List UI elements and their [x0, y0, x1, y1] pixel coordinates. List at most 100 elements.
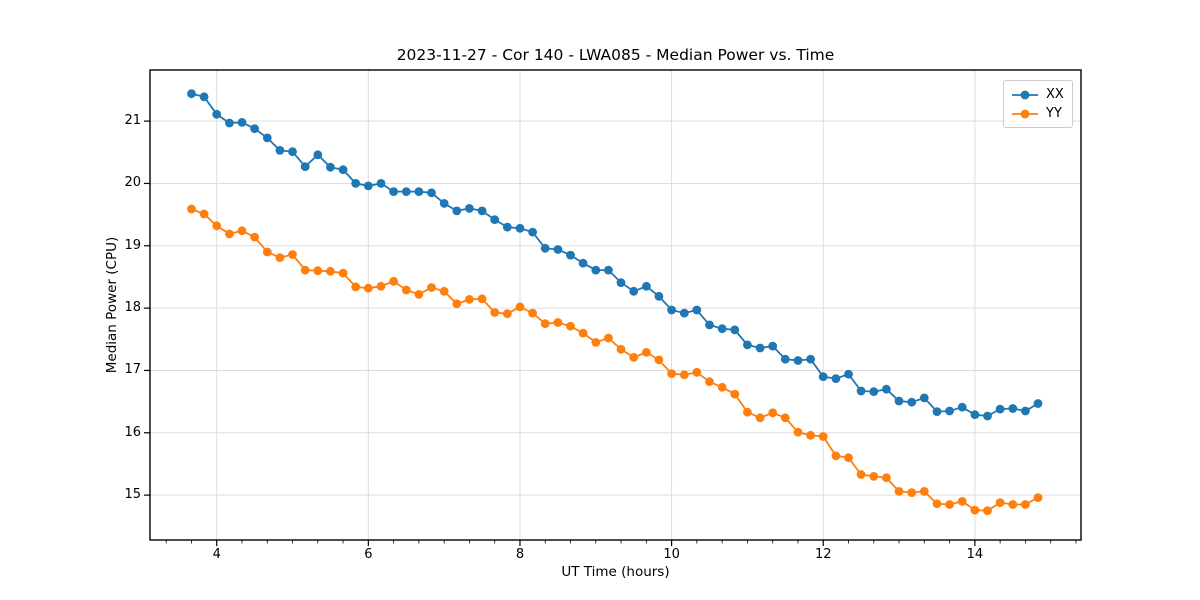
- data-point-xx[interactable]: [351, 179, 361, 188]
- data-point-xx[interactable]: [604, 265, 613, 275]
- data-point-xx[interactable]: [818, 372, 828, 382]
- data-point-yy[interactable]: [755, 413, 765, 423]
- data-point-yy[interactable]: [667, 369, 676, 378]
- data-point-yy[interactable]: [844, 453, 853, 463]
- data-point-xx[interactable]: [1008, 404, 1018, 413]
- data-point-xx[interactable]: [869, 387, 879, 396]
- data-point-xx[interactable]: [919, 393, 929, 403]
- data-point-xx[interactable]: [502, 222, 512, 232]
- data-point-xx[interactable]: [957, 402, 967, 412]
- data-point-yy[interactable]: [199, 209, 209, 219]
- data-point-yy[interactable]: [856, 470, 866, 479]
- data-point-xx[interactable]: [932, 407, 942, 416]
- data-point-xx[interactable]: [743, 340, 752, 350]
- data-point-xx[interactable]: [477, 206, 487, 216]
- data-point-yy[interactable]: [705, 377, 714, 387]
- data-point-xx[interactable]: [1033, 399, 1043, 408]
- data-point-xx[interactable]: [452, 206, 462, 216]
- data-point-xx[interactable]: [654, 291, 664, 301]
- data-point-yy[interactable]: [932, 499, 942, 509]
- data-point-yy[interactable]: [427, 283, 436, 292]
- data-point-yy[interactable]: [250, 232, 259, 242]
- data-point-xx[interactable]: [326, 162, 335, 172]
- data-point-yy[interactable]: [553, 318, 563, 327]
- data-point-yy[interactable]: [502, 309, 512, 319]
- data-point-xx[interactable]: [566, 250, 575, 260]
- data-point-yy[interactable]: [1008, 500, 1018, 509]
- data-point-xx[interactable]: [401, 187, 411, 197]
- data-point-xx[interactable]: [578, 258, 588, 268]
- data-point-xx[interactable]: [187, 89, 196, 99]
- data-point-xx[interactable]: [363, 181, 373, 191]
- data-point-yy[interactable]: [275, 253, 285, 262]
- data-point-xx[interactable]: [465, 204, 474, 213]
- data-point-yy[interactable]: [566, 321, 575, 331]
- data-point-xx[interactable]: [439, 199, 449, 208]
- data-point-yy[interactable]: [995, 498, 1005, 507]
- data-point-yy[interactable]: [212, 221, 222, 231]
- data-point-yy[interactable]: [945, 500, 954, 509]
- data-point-yy[interactable]: [515, 302, 525, 312]
- data-point-xx[interactable]: [300, 162, 310, 172]
- data-point-yy[interactable]: [351, 282, 361, 292]
- data-point-xx[interactable]: [780, 354, 790, 364]
- legend-item-yy[interactable]: YY: [1011, 104, 1064, 123]
- data-point-xx[interactable]: [225, 118, 234, 128]
- data-point-xx[interactable]: [806, 354, 815, 364]
- data-point-xx[interactable]: [338, 165, 348, 175]
- data-point-xx[interactable]: [730, 325, 740, 335]
- data-point-yy[interactable]: [818, 432, 828, 441]
- data-point-yy[interactable]: [313, 266, 323, 276]
- data-point-yy[interactable]: [894, 487, 904, 496]
- data-point-yy[interactable]: [957, 497, 967, 506]
- data-point-xx[interactable]: [894, 396, 904, 406]
- data-point-xx[interactable]: [250, 124, 259, 133]
- data-point-yy[interactable]: [376, 281, 386, 291]
- data-point-xx[interactable]: [995, 404, 1005, 414]
- data-point-xx[interactable]: [642, 281, 651, 291]
- data-point-yy[interactable]: [768, 408, 778, 418]
- data-point-yy[interactable]: [806, 430, 815, 440]
- data-point-xx[interactable]: [389, 187, 398, 197]
- data-point-yy[interactable]: [629, 353, 639, 362]
- data-point-xx[interactable]: [199, 92, 209, 102]
- data-point-xx[interactable]: [212, 109, 222, 119]
- data-point-xx[interactable]: [667, 305, 676, 315]
- data-point-yy[interactable]: [1021, 500, 1030, 509]
- data-point-xx[interactable]: [945, 406, 954, 416]
- data-point-yy[interactable]: [1033, 493, 1043, 502]
- data-point-xx[interactable]: [275, 146, 285, 155]
- data-point-xx[interactable]: [692, 305, 702, 315]
- data-point-yy[interactable]: [642, 348, 651, 357]
- data-point-xx[interactable]: [907, 397, 917, 407]
- legend-item-xx[interactable]: XX: [1011, 85, 1064, 104]
- data-point-xx[interactable]: [427, 188, 436, 198]
- data-point-xx[interactable]: [515, 223, 525, 233]
- data-point-yy[interactable]: [452, 299, 462, 309]
- data-point-yy[interactable]: [882, 473, 891, 483]
- data-point-yy[interactable]: [262, 247, 272, 257]
- data-point-yy[interactable]: [591, 338, 601, 347]
- data-point-yy[interactable]: [363, 283, 373, 293]
- data-point-yy[interactable]: [540, 319, 550, 329]
- data-point-xx[interactable]: [831, 374, 841, 383]
- data-point-xx[interactable]: [629, 286, 639, 296]
- data-point-yy[interactable]: [730, 389, 740, 399]
- data-point-xx[interactable]: [856, 386, 866, 396]
- data-point-yy[interactable]: [300, 265, 310, 275]
- data-point-xx[interactable]: [705, 320, 714, 330]
- data-point-xx[interactable]: [844, 369, 853, 379]
- data-point-yy[interactable]: [654, 355, 664, 365]
- data-point-yy[interactable]: [793, 427, 803, 437]
- data-point-yy[interactable]: [414, 290, 424, 299]
- data-point-yy[interactable]: [869, 472, 879, 481]
- data-point-yy[interactable]: [477, 294, 487, 304]
- data-point-xx[interactable]: [414, 187, 424, 197]
- data-point-xx[interactable]: [376, 179, 386, 188]
- data-point-yy[interactable]: [439, 286, 449, 296]
- data-point-yy[interactable]: [528, 308, 537, 318]
- data-point-yy[interactable]: [237, 226, 247, 236]
- data-point-yy[interactable]: [780, 413, 790, 423]
- data-point-xx[interactable]: [591, 265, 601, 275]
- data-point-xx[interactable]: [755, 343, 765, 353]
